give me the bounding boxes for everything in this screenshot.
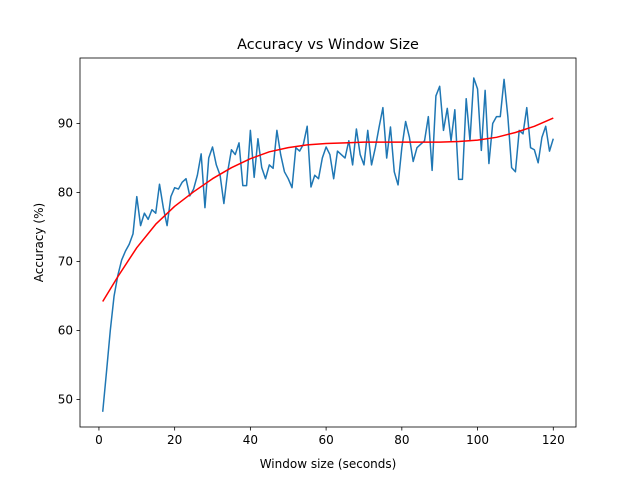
x-tick-label: 20 (167, 433, 182, 447)
x-tick-label: 120 (542, 433, 565, 447)
x-tick-label: 100 (466, 433, 489, 447)
trend-fit-line (102, 117, 554, 302)
y-axis-ticks: 50 60 70 80 90 (58, 117, 80, 406)
x-tick-label: 0 (95, 433, 103, 447)
x-tick-label: 60 (318, 433, 333, 447)
y-tick-label: 70 (58, 254, 73, 268)
x-axis-label: Window size (seconds) (260, 457, 397, 471)
y-tick-label: 80 (58, 185, 73, 199)
y-tick-label: 50 (58, 392, 73, 406)
y-tick-label: 90 (58, 117, 73, 131)
chart-title: Accuracy vs Window Size (237, 37, 419, 53)
y-axis-label: Accuracy (%) (32, 203, 46, 282)
plot-frame (79, 57, 577, 428)
series-layer (101, 77, 554, 412)
accuracy-series-line (101, 77, 554, 412)
y-tick-label: 60 (58, 323, 73, 337)
x-tick-label: 80 (394, 433, 409, 447)
x-axis-ticks: 0 20 40 60 80 100 120 (95, 427, 565, 447)
x-tick-label: 40 (243, 433, 258, 447)
